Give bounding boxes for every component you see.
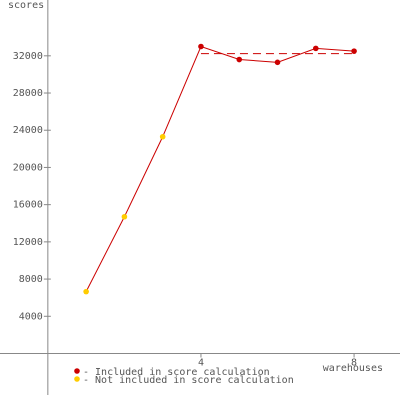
y-tick-label: 28000 (13, 88, 43, 99)
x-axis-label: warehouses (323, 363, 383, 374)
legend-label: - Included in score calculation (83, 367, 270, 378)
data-point (159, 133, 166, 140)
data-point (274, 59, 281, 66)
y-axis-label: scores (8, 0, 44, 11)
y-tick-label: 4000 (19, 311, 43, 322)
data-point (312, 45, 319, 52)
legend-marker (74, 368, 80, 374)
y-tick-label: 32000 (13, 51, 43, 62)
legend-marker (74, 376, 80, 382)
data-point (83, 288, 89, 295)
score-line-path (85, 45, 355, 292)
y-tick-label: 24000 (13, 125, 43, 136)
data-point (351, 48, 357, 54)
data-point (198, 43, 204, 50)
x-tick-label: 8 (351, 357, 357, 368)
y-tick-label: 20000 (13, 162, 43, 173)
data-point (121, 213, 128, 220)
data-point (236, 56, 243, 63)
y-tick-label: 12000 (13, 237, 43, 248)
x-tick-label: 4 (198, 357, 204, 368)
legend-label: - Not included in score calculation (83, 375, 294, 386)
y-tick-label: 16000 (13, 200, 43, 211)
y-tick-label: 8000 (19, 274, 43, 285)
